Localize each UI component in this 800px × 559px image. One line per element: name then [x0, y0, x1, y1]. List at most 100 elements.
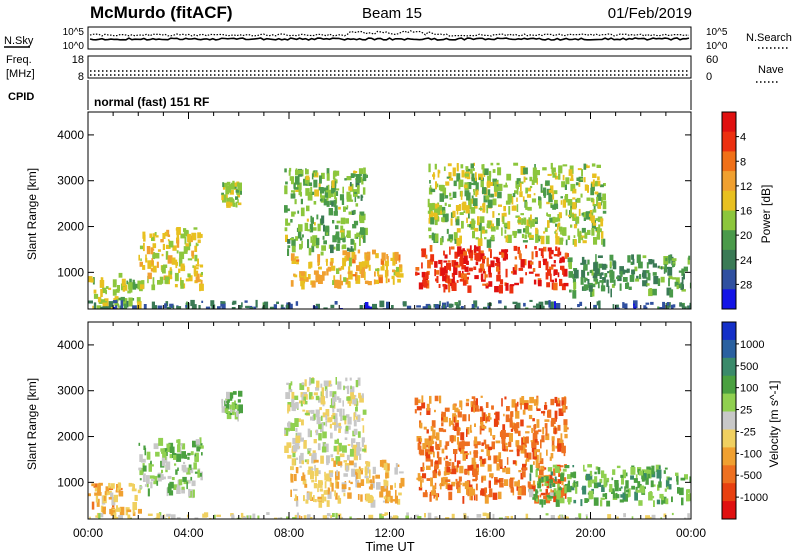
velocity-cell	[503, 435, 506, 444]
power-cell	[672, 261, 676, 266]
power-cell	[372, 303, 377, 309]
power-cell	[509, 284, 514, 294]
velocity-cell	[109, 508, 113, 515]
power-cell	[468, 209, 470, 219]
velocity-cell	[474, 442, 478, 449]
velocity-cell	[422, 443, 427, 450]
power-colorbar-swatch	[722, 269, 736, 290]
power-cell	[576, 216, 580, 224]
power-cell	[576, 197, 581, 203]
power-cell	[473, 168, 475, 171]
velocity-cell	[536, 406, 538, 410]
velocity-cell	[369, 469, 371, 479]
power-cell	[564, 184, 567, 190]
power-cell	[470, 163, 474, 169]
power-cell	[353, 170, 356, 174]
velocity-cell	[321, 446, 327, 453]
velocity-cell	[304, 379, 307, 387]
velocity-cell	[365, 461, 371, 467]
power-cell	[100, 306, 104, 309]
power-cell	[646, 277, 649, 280]
velocity-cell	[414, 409, 417, 414]
velocity-cell	[296, 418, 301, 422]
velocity-cell	[539, 452, 542, 461]
velocity-cell	[329, 423, 332, 429]
velocity-cell	[313, 495, 315, 502]
velocity-cell	[485, 402, 489, 408]
velocity-cell	[600, 500, 603, 507]
velocity-cell	[529, 489, 534, 498]
noise-ytick-right-bottom: 10^0	[706, 41, 728, 52]
velocity-cell	[445, 460, 449, 467]
power-cell	[555, 236, 560, 245]
velocity-cell	[301, 419, 304, 426]
power-cell	[147, 272, 152, 280]
power-cell	[350, 238, 354, 245]
velocity-cell	[560, 515, 563, 519]
power-cell	[362, 187, 366, 195]
power-cell	[575, 182, 579, 186]
power-cell	[598, 224, 601, 229]
power-cell	[568, 258, 572, 268]
velocity-cell	[479, 406, 483, 412]
power-cell	[326, 259, 328, 266]
velocity-cell	[307, 448, 311, 455]
power-cell	[472, 198, 478, 206]
velocity-cell	[510, 411, 513, 420]
power-colorbar-swatch	[722, 131, 736, 152]
velocity-cell	[166, 487, 169, 497]
velocity-cell	[534, 449, 537, 457]
power-cell	[195, 264, 200, 267]
power-cell	[493, 200, 497, 205]
power-cell	[195, 276, 200, 283]
velocity-cell	[522, 444, 526, 450]
velocity-cell	[450, 420, 454, 425]
velocity-cell	[462, 414, 467, 422]
power-cell	[578, 235, 581, 244]
power-cell	[535, 273, 540, 277]
power-cell	[354, 191, 358, 194]
velocity-cell	[607, 514, 612, 519]
power-cell	[313, 270, 319, 275]
velocity-cell	[183, 461, 186, 465]
velocity-cell	[435, 432, 440, 441]
velocity-cell	[466, 482, 469, 486]
power-cell	[198, 305, 201, 309]
velocity-cell	[158, 512, 162, 518]
velocity-cell	[190, 476, 193, 481]
power-cell	[123, 303, 128, 309]
power-cell	[160, 239, 164, 243]
power-cell	[300, 198, 303, 205]
velocity-cell	[448, 418, 451, 427]
power-cell	[428, 227, 432, 232]
power-cell	[379, 300, 385, 308]
velocity-cell	[333, 445, 339, 452]
velocity-cell	[597, 482, 601, 487]
power-cell	[318, 266, 322, 270]
velocity-cell	[514, 481, 520, 487]
power-cell	[590, 187, 594, 196]
power-cell	[290, 253, 295, 261]
power-cell	[374, 279, 379, 284]
power-cell	[547, 173, 552, 176]
power-cell	[143, 304, 147, 309]
velocity-colorbar-swatch	[722, 339, 736, 359]
velocity-cell	[197, 469, 200, 478]
power-cell	[463, 273, 467, 281]
velocity-cell	[368, 514, 374, 519]
power-cell	[187, 233, 191, 243]
velocity-cell	[611, 477, 614, 481]
power-cell	[496, 274, 501, 282]
power-cell	[683, 306, 687, 309]
velocity-cell	[97, 485, 101, 495]
power-cell	[331, 185, 336, 194]
velocity-cell	[309, 377, 312, 385]
power-cell	[619, 283, 622, 291]
power-cell	[291, 245, 296, 253]
velocity-cell	[534, 498, 537, 501]
velocity-cell	[341, 482, 347, 486]
power-cell	[184, 236, 187, 245]
velocity-cell	[559, 491, 564, 500]
velocity-cell	[320, 455, 324, 464]
velocity-cell	[155, 451, 160, 457]
